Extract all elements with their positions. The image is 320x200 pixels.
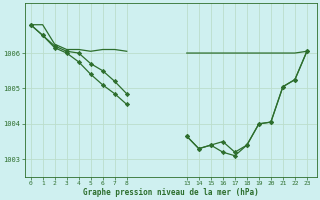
X-axis label: Graphe pression niveau de la mer (hPa): Graphe pression niveau de la mer (hPa) xyxy=(83,188,259,197)
